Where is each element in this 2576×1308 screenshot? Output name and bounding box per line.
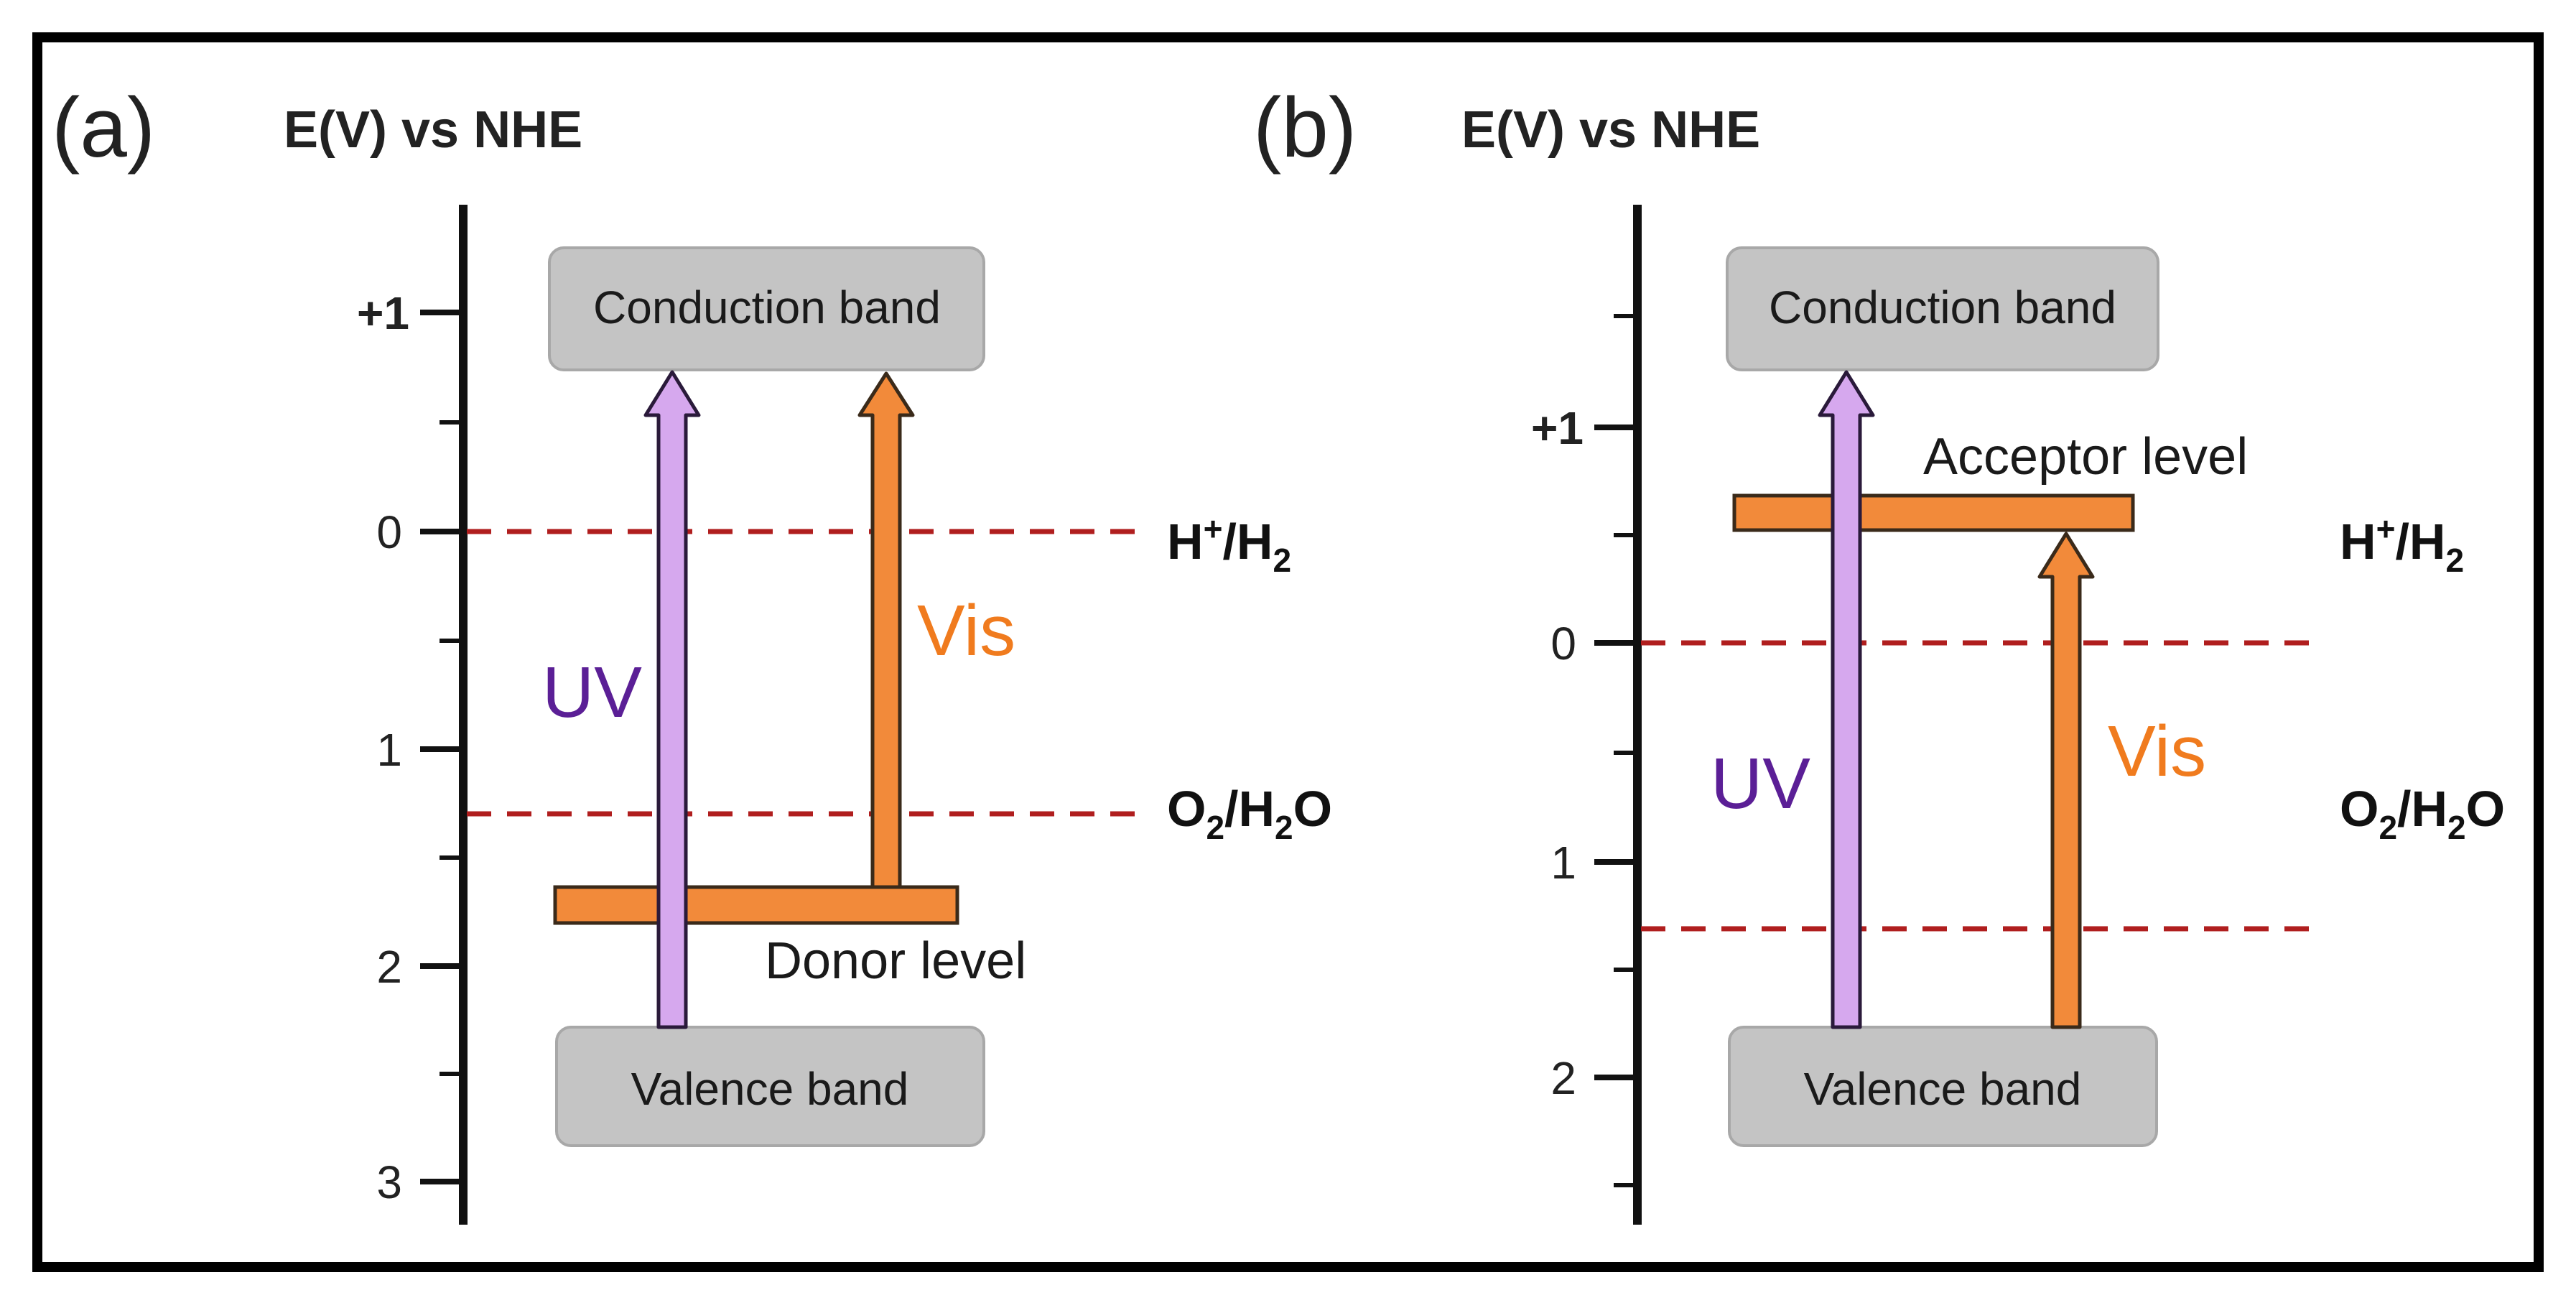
- panel-a-donor-level-label: Donor level: [765, 932, 1026, 990]
- panel-a-valence-band-label: Valence band: [631, 1063, 909, 1115]
- panel-a-tick-label: 0: [376, 506, 402, 558]
- panel-b-o2-redox-label: O2/H2O: [2340, 781, 2505, 846]
- panel-b-conduction-band-label: Conduction band: [1769, 282, 2116, 333]
- panel-a-conduction-band-label: Conduction band: [593, 282, 941, 333]
- panel-b-acceptor-level-bar: [1732, 493, 2135, 532]
- panel-b-vis-label: Vis: [2108, 711, 2206, 792]
- panel-a-valence-band-box: [555, 1026, 985, 1147]
- panel-a-donor-level-bar: [553, 885, 959, 925]
- panel-a-h2-redox-label: H+/H2: [1167, 510, 1291, 579]
- panel-a-tick-label: 1: [376, 724, 402, 776]
- panel-b-tick-label: 1: [1550, 837, 1576, 889]
- panel-b-tick-label: 0: [1550, 618, 1576, 669]
- panel-a-conduction-band-box: [548, 246, 985, 371]
- panel-a-vis-arrow: [857, 371, 915, 889]
- panel-b-uv-label: UV: [1711, 743, 1810, 824]
- panel-b-conduction-band-box: [1726, 246, 2159, 371]
- panel-b-valence-band-label: Valence band: [1804, 1063, 2082, 1115]
- panel-b: (b) E(V) vs NHE +1 0 1 2 Conduction band…: [1253, 80, 2505, 1225]
- panel-b-vis-arrow: [2037, 532, 2095, 1029]
- panel-a-vis-label: Vis: [917, 590, 1015, 671]
- panel-a-label: (a): [52, 80, 155, 175]
- panel-b-tick-label: 2: [1550, 1052, 1576, 1104]
- panel-b-axis-title: E(V) vs NHE: [1461, 101, 1760, 159]
- panel-a-axis-title: E(V) vs NHE: [284, 101, 582, 159]
- panel-a-uv-label: UV: [542, 652, 642, 733]
- panel-a-tick-label: 3: [376, 1156, 402, 1208]
- figure-border: [32, 32, 2544, 1272]
- panel-b-label: (b): [1253, 80, 1357, 175]
- panel-a-o2-redox-label: O2/H2O: [1167, 781, 1332, 846]
- panel-b-uv-arrow: [1818, 370, 1875, 1029]
- panel-b-h2-redox-label: H+/H2: [2340, 510, 2464, 579]
- panel-a-tick-label: +1: [357, 287, 409, 339]
- panel-b-tick-label: +1: [1531, 402, 1584, 454]
- panel-a-tick-label: 2: [376, 941, 402, 993]
- panel-b-acceptor-level-label: Acceptor level: [1923, 428, 2248, 486]
- panel-a-uv-arrow: [643, 370, 701, 1029]
- panel-a: (a) E(V) vs NHE +1 0 1 2 3 Conduction ba…: [52, 80, 1332, 1225]
- panel-b-valence-band-box: [1728, 1026, 2158, 1147]
